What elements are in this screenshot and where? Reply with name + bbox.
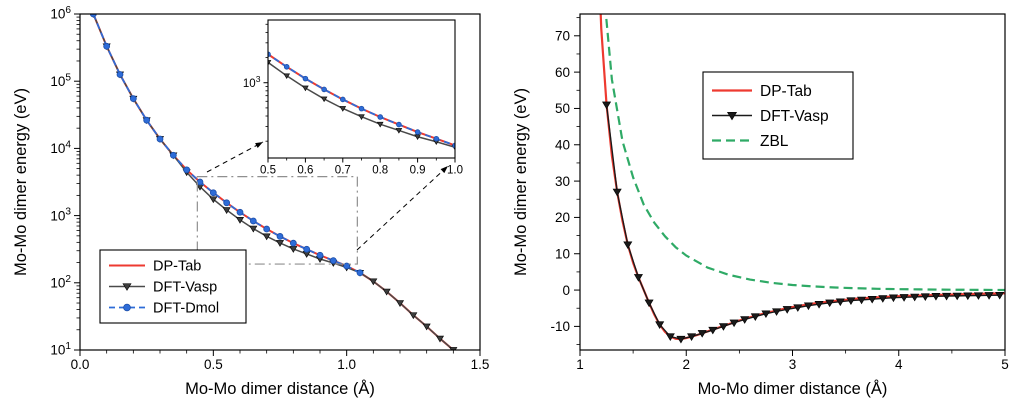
x-tick-label: 1: [576, 357, 584, 372]
legend-label-DFT-Dmol: DFT-Dmol: [153, 301, 219, 317]
y-tick-label: 50: [555, 101, 570, 116]
x-tick-label: 1.0: [447, 164, 463, 176]
x-tick-label: 2: [682, 357, 690, 372]
y-tick-label: 40: [555, 137, 570, 152]
legend-label-DP-Tab: DP-Tab: [760, 83, 812, 100]
y-tick-label: 30: [555, 174, 570, 189]
y-tick-label: 101: [50, 341, 71, 358]
x-tick-label: 3: [789, 357, 797, 372]
x-tick-label: 0.9: [410, 164, 426, 176]
x-tick-label: 1.5: [471, 357, 490, 372]
zoom-arrow: [206, 141, 264, 173]
legend-label-DP-Tab: DP-Tab: [153, 259, 201, 275]
legend-label-ZBL: ZBL: [760, 133, 789, 150]
y-tick-label: 70: [555, 29, 570, 44]
right-chart-panel: 1 2 3 4 5 -10 0 10 20 30 40 50 60 70 Mo-Mo dimer dista…: [510, 0, 1019, 416]
legend-label-DFT-Vasp: DFT-Vasp: [153, 280, 217, 296]
y-tick-label: 102: [50, 274, 71, 291]
series-markers-DFT-Vasp: [268, 60, 455, 151]
x-tick-label: 1.0: [337, 357, 356, 372]
zoom-region-box: [196, 176, 358, 265]
x-tick-label: 0.0: [71, 357, 90, 372]
x-axis-label: Mo-Mo dimer distance (Å): [698, 379, 888, 398]
zoom-arrow: [356, 165, 449, 251]
series-markers-DFT-Vasp: [602, 101, 1005, 344]
y-tick-label: 103: [50, 207, 71, 224]
legend-label-DFT-Vasp: DFT-Vasp: [760, 108, 829, 125]
left-chart-panel: 0.0 0.5 1.0 1.5 101 102 103 104 105 106 Mo-Mo dime…: [12, 5, 490, 398]
x-tick-label: 0.6: [297, 164, 313, 176]
x-tick-label: 0.5: [260, 164, 276, 176]
x-tick-label: 4: [895, 357, 903, 372]
series-markers-DFT-Dmol: [268, 51, 455, 149]
y-axis-label: Mo-Mo dimer energy (eV): [12, 88, 30, 276]
y-tick-label: 105: [50, 72, 71, 89]
left-log-dimer-chart: 0.0 0.5 1.0 1.5 101 102 103 104 105 106 Mo-Mo dime…: [12, 5, 490, 398]
x-tick-label: 0.8: [372, 164, 388, 176]
y-axis-label: Mo-Mo dimer energy (eV): [512, 88, 530, 276]
y-tick-label: 106: [50, 5, 71, 22]
series-line-ZBL: [604, 14, 1005, 292]
x-tick-label: 0.5: [204, 357, 223, 372]
series-markers-DFT-Dmol: [89, 14, 364, 277]
x-tick-label: 5: [1001, 357, 1009, 372]
y-tick-label: 20: [555, 210, 570, 225]
plot-frame: [79, 13, 481, 351]
x-tick-label: 0.7: [335, 164, 351, 176]
right-linear-dimer-chart: 1 2 3 4 5 -10 0 10 20 30 40 50 60 70 Mo-Mo dimer dista…: [512, 13, 1009, 398]
x-axis-label: Mo-Mo dimer distance (Å): [185, 379, 375, 398]
y-tick-label: 104: [50, 139, 71, 156]
zoom-arrowhead: [440, 166, 448, 174]
series-line-DFT-Vasp: [268, 61, 455, 149]
y-tick-label: -10: [550, 319, 570, 334]
y-tick-label: 60: [555, 65, 570, 80]
y-tick-label: 0: [562, 283, 570, 298]
y-tick-label: 10: [555, 246, 570, 261]
zoom-arrowhead: [255, 142, 263, 148]
